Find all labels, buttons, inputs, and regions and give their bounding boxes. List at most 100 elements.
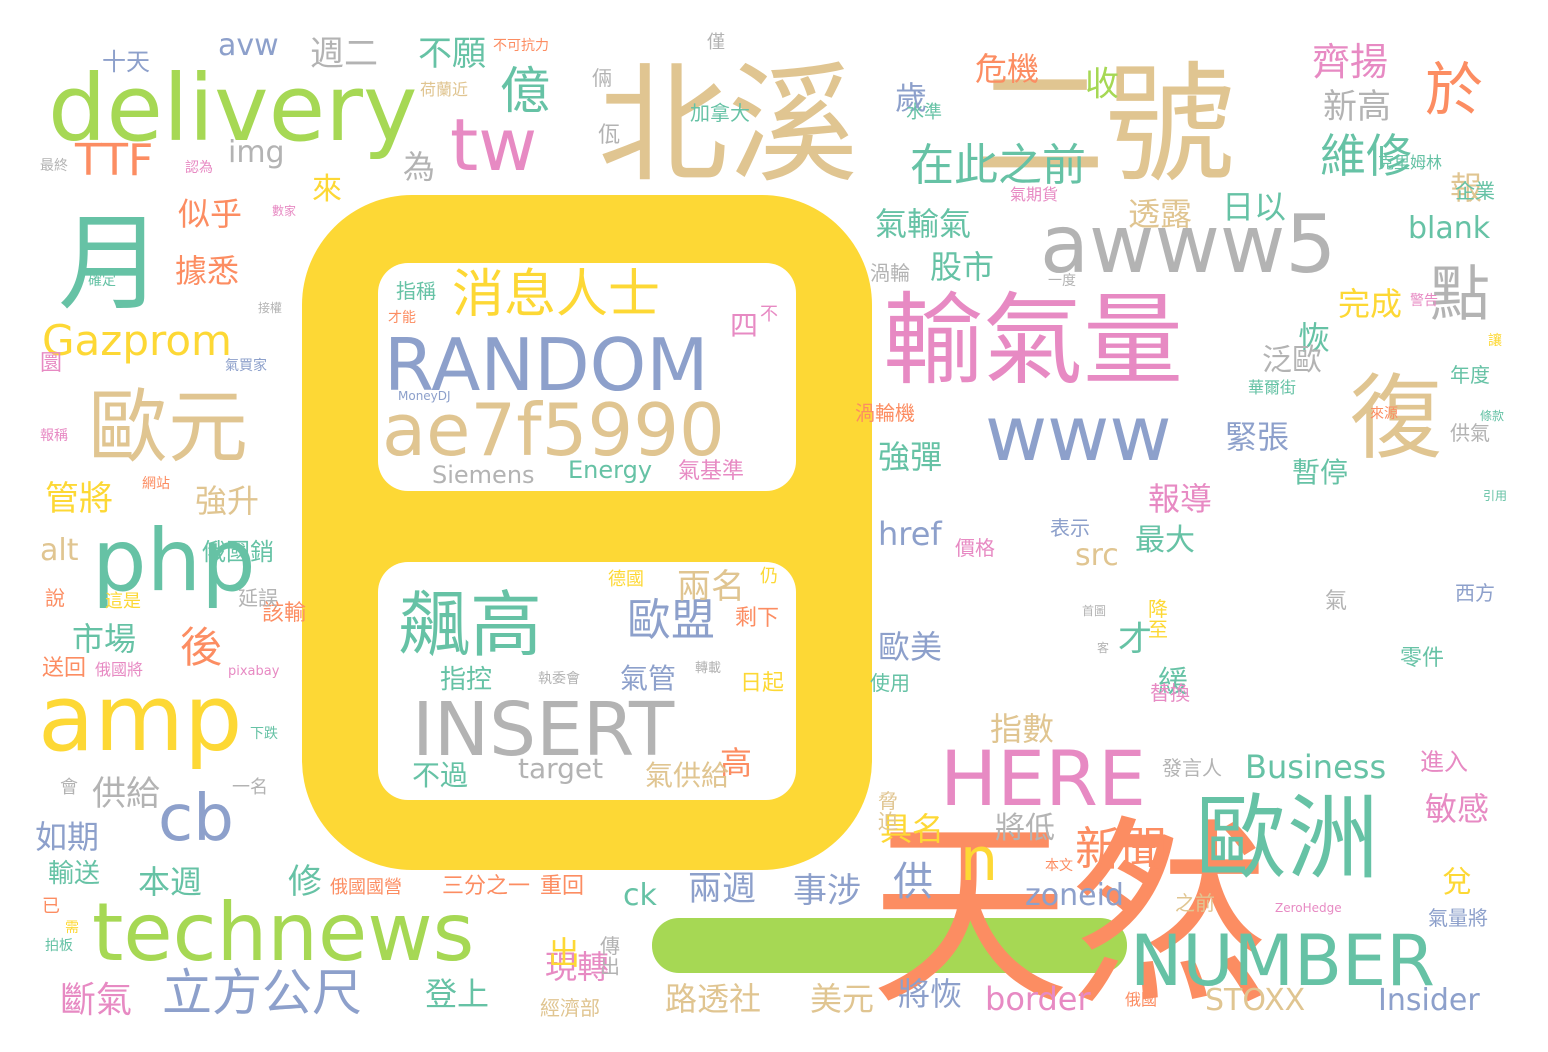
green-bar-shape xyxy=(652,918,1127,973)
word-cjk-112: 指稱 xyxy=(396,279,436,303)
word-cjk-182: 德國 xyxy=(608,569,644,590)
word-cjk-53: 歲 xyxy=(895,79,927,117)
word-cjk-155: 克里姆林 xyxy=(1378,153,1442,172)
word-zerohedge: ZeroHedge xyxy=(1275,901,1342,915)
word-cjk-51: 收 xyxy=(1085,65,1119,105)
word-cjk-181: 不 xyxy=(760,304,778,325)
word-cjk-119: 僅 xyxy=(707,32,725,53)
word-cjk-108: 日起 xyxy=(740,671,784,696)
word-src: src xyxy=(1075,538,1119,573)
word-cjk-140: 供氣 xyxy=(1450,421,1490,445)
word-cjk-49: 週二 xyxy=(310,34,378,74)
word-cjk-81: 出 xyxy=(548,934,580,972)
word-cjk-116: 水準 xyxy=(906,102,942,123)
word-www: www xyxy=(985,389,1171,478)
word-here: HERE xyxy=(940,734,1146,823)
word-cjk-107: 剩下 xyxy=(735,606,779,631)
word-cjk-82: 路透社 xyxy=(665,980,761,1018)
word-cjk-127: 重回 xyxy=(540,874,584,899)
word-tw: tw xyxy=(450,103,537,187)
word-cjk-61: 股市 xyxy=(930,248,994,286)
word-cjk-128: 俄國國營 xyxy=(330,877,402,898)
word-cjk-52: 危機 xyxy=(975,50,1039,88)
word-insider: Insider xyxy=(1378,983,1480,1018)
word-avw: avw xyxy=(218,28,279,63)
word-ae7f5990: ae7f5990 xyxy=(382,388,725,472)
word-cjk-67: 暫停 xyxy=(1292,456,1348,489)
word-php: php xyxy=(92,511,256,611)
word-cjk-32: 億 xyxy=(500,62,550,120)
word-blank: blank xyxy=(1408,211,1491,246)
word-pixabay: pixabay xyxy=(228,664,280,679)
word-cjk-57: 報 xyxy=(1450,169,1482,207)
word-cjk-160: 首圖 xyxy=(1082,604,1106,618)
word-cjk-99: 進入 xyxy=(1420,748,1468,776)
word-cjk-80: 現轉 xyxy=(545,948,609,986)
word-cjk-30: 新聞 xyxy=(1075,822,1167,876)
word-cjk-170: 說 xyxy=(45,586,65,610)
word-img: img xyxy=(228,135,285,170)
word-cjk-177: 需 xyxy=(65,920,79,936)
word-number: NUMBER xyxy=(1130,920,1435,1002)
word-cjk-142: 條款 xyxy=(1480,409,1504,423)
word-cjk-20: 飆高 xyxy=(398,583,542,667)
word-cjk-180: 才能 xyxy=(388,310,416,326)
word-cjk-96: 輸送 xyxy=(48,859,100,889)
word-cjk-70: 才 xyxy=(1118,620,1152,660)
word-stoxx: STOXX xyxy=(1205,983,1305,1018)
word-cjk-102: 氣管 xyxy=(620,662,676,695)
word-cjk-118: 倆 xyxy=(592,66,612,90)
word-cjk-173: 一名 xyxy=(232,777,268,798)
word-cjk-132: 送回 xyxy=(42,656,86,681)
word-cjk-71: 緩 xyxy=(1158,665,1188,700)
word-cjk-144: 年度 xyxy=(1450,363,1490,387)
word-cjk-157: 氣量將 xyxy=(1428,906,1488,930)
word-cjk-89: 市場 xyxy=(72,620,136,658)
word-cjk-183: 仍 xyxy=(760,566,778,587)
word-cjk-59: 日以 xyxy=(1222,188,1286,226)
word-cjk-33: 齊揚 xyxy=(1312,40,1388,84)
word-cjk-161: 氣 xyxy=(1325,589,1347,614)
word-cjk-91: 據悉 xyxy=(175,252,239,290)
word-cjk-90: 似乎 xyxy=(178,195,242,233)
word-cjk-151: 渦輪 xyxy=(870,261,910,285)
word-cjk-164: 確定 xyxy=(88,273,116,289)
word-href: href xyxy=(878,515,942,553)
word-random: RANDOM xyxy=(384,323,708,407)
word-cjk-111: 氣基準 xyxy=(678,459,744,484)
word-cjk-2: 二號 xyxy=(975,49,1235,201)
word-cjk-23: 點 xyxy=(1430,260,1490,330)
word-ck: ck xyxy=(623,878,657,913)
word-cjk-165: 接權 xyxy=(258,300,282,315)
word-cjk-74: 指數 xyxy=(990,710,1054,748)
word-cjk-72: 歐美 xyxy=(878,628,942,666)
word-cjk-97: 敏感 xyxy=(1425,790,1489,828)
word-cjk-120: 俄國銷 xyxy=(202,538,274,566)
word-cjk-148: 發言人 xyxy=(1162,756,1222,780)
word-cjk-172: 下跌 xyxy=(250,726,278,742)
word-cjk-85: 登上 xyxy=(425,975,489,1013)
word-cjk-115: 加拿大 xyxy=(690,101,750,125)
word-cjk-25: 於 xyxy=(1425,56,1483,124)
word-cjk-156: 企業 xyxy=(1455,179,1495,203)
word-cjk-168: 報稱 xyxy=(40,428,68,444)
word-cjk-95: 如期 xyxy=(35,818,99,856)
word-cjk-126: 三分之一 xyxy=(442,874,530,899)
word-cjk-65: 緊張 xyxy=(1225,418,1289,456)
word-cjk-153: 一度 xyxy=(1048,273,1076,289)
word-cjk-100: 十天 xyxy=(102,48,150,76)
word-cjk-159: 本文 xyxy=(1045,858,1073,874)
word-amp: amp xyxy=(38,665,242,772)
word-cjk-175: 已 xyxy=(42,896,60,917)
word-cjk-139: 西方 xyxy=(1455,581,1495,605)
word-cjk-24: 消息人士 xyxy=(452,265,660,325)
word-cjk-174: 會 xyxy=(60,777,78,798)
word-cjk-12: 歐元 xyxy=(88,381,248,474)
word-cjk-185: 轉載 xyxy=(695,661,721,676)
word-cjk-167: 圜 xyxy=(40,351,62,376)
word-cjk-152: 渦輪機 xyxy=(855,401,915,425)
yellow-shape xyxy=(302,195,872,870)
word-cjk-56: 新高 xyxy=(1323,87,1391,127)
